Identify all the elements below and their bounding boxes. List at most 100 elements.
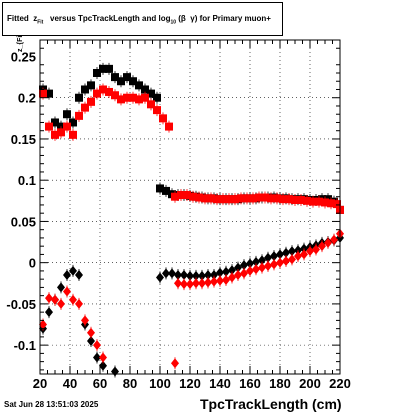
- x-tick-label: 140: [209, 376, 231, 391]
- y-axis-title-text: z_{Fit}: [17, 30, 24, 52]
- data-point: [222, 274, 230, 285]
- data-point: [156, 184, 164, 193]
- axis-ticks: [39, 40, 341, 374]
- data-point: [246, 258, 254, 269]
- data-point: [75, 111, 83, 120]
- data-point: [255, 193, 263, 202]
- y-tick-label: -0.05: [6, 297, 36, 312]
- data-point: [240, 268, 248, 279]
- data-point: [141, 85, 149, 94]
- data-point: [75, 270, 83, 281]
- data-point: [288, 254, 296, 265]
- data-point: [186, 279, 194, 290]
- data-point: [57, 282, 65, 293]
- data-point: [237, 194, 245, 203]
- data-point: [153, 106, 161, 115]
- x-tick-label: 40: [63, 376, 77, 391]
- data-point: [252, 256, 260, 267]
- data-point: [270, 259, 278, 270]
- data-point: [300, 249, 308, 260]
- data-point: [243, 194, 251, 203]
- data-point: [303, 196, 311, 205]
- data-point: [174, 278, 182, 289]
- data-point: [171, 358, 179, 369]
- series-3: [39, 227, 344, 370]
- data-point: [87, 81, 95, 90]
- data-point: [201, 194, 209, 203]
- data-point: [51, 294, 59, 305]
- data-point: [135, 95, 143, 104]
- data-point: [330, 234, 338, 245]
- data-point: [69, 294, 77, 305]
- data-point: [318, 241, 326, 252]
- data-point: [57, 298, 65, 309]
- data-point: [93, 352, 101, 363]
- data-point: [228, 272, 236, 283]
- data-point: [105, 87, 113, 96]
- data-point: [111, 73, 119, 82]
- data-point: [249, 194, 257, 203]
- data-point: [159, 114, 167, 123]
- data-point: [99, 64, 107, 73]
- data-point: [129, 93, 137, 102]
- data-point: [186, 270, 194, 281]
- data-point: [327, 199, 335, 208]
- x-tick-label: 80: [123, 376, 137, 391]
- data-point: [81, 85, 89, 94]
- x-tick-label: 200: [299, 376, 321, 391]
- data-point: [267, 194, 275, 203]
- data-point: [222, 266, 230, 277]
- data-point: [45, 122, 53, 131]
- x-tick-label: 220: [329, 376, 351, 391]
- data-point: [312, 244, 320, 255]
- data-point: [147, 100, 155, 109]
- data-point: [129, 77, 137, 86]
- data-point: [234, 262, 242, 273]
- data-point: [279, 195, 287, 204]
- data-point: [183, 191, 191, 200]
- data-point: [63, 110, 71, 119]
- y-tick-label: 0.2: [18, 91, 36, 106]
- data-point: [99, 85, 107, 94]
- data-point: [93, 89, 101, 98]
- data-point: [63, 270, 71, 281]
- data-point: [321, 198, 329, 207]
- data-point: [189, 192, 197, 201]
- data-point: [75, 298, 83, 309]
- data-point: [81, 315, 89, 326]
- x-axis-title: TpcTrackLength (cm): [200, 396, 342, 412]
- data-point: [51, 118, 59, 127]
- title-sub-fit: Fit: [37, 19, 44, 26]
- y-axis-title: z_{Fit}: [17, 30, 24, 52]
- data-point: [225, 195, 233, 204]
- data-point: [81, 103, 89, 112]
- data-point: [111, 91, 119, 100]
- data-point: [198, 270, 206, 281]
- data-point: [51, 130, 59, 139]
- data-point: [294, 251, 302, 262]
- data-point: [165, 122, 173, 131]
- timestamp: Sat Jun 28 13:51:03 2025: [4, 400, 99, 409]
- data-point: [198, 278, 206, 289]
- data-point: [228, 265, 236, 276]
- data-point: [57, 128, 65, 137]
- y-tick-label: 0: [29, 256, 36, 271]
- data-point: [219, 195, 227, 204]
- data-point: [174, 270, 182, 281]
- chart-title: Fitted zFit versus TpcTrackLength and lo…: [7, 14, 271, 26]
- title-part-1: Fitted z: [7, 14, 38, 23]
- data-point: [234, 270, 242, 281]
- data-point: [264, 260, 272, 271]
- data-point: [45, 293, 53, 304]
- y-top-tick-label: 0.25: [11, 49, 36, 64]
- data-series: [39, 62, 344, 378]
- data-point: [261, 193, 269, 202]
- data-point: [39, 89, 47, 98]
- data-point: [306, 246, 314, 257]
- data-point: [231, 195, 239, 204]
- data-point: [210, 270, 218, 281]
- data-point: [273, 194, 281, 203]
- data-point: [123, 73, 131, 82]
- data-point: [264, 252, 272, 263]
